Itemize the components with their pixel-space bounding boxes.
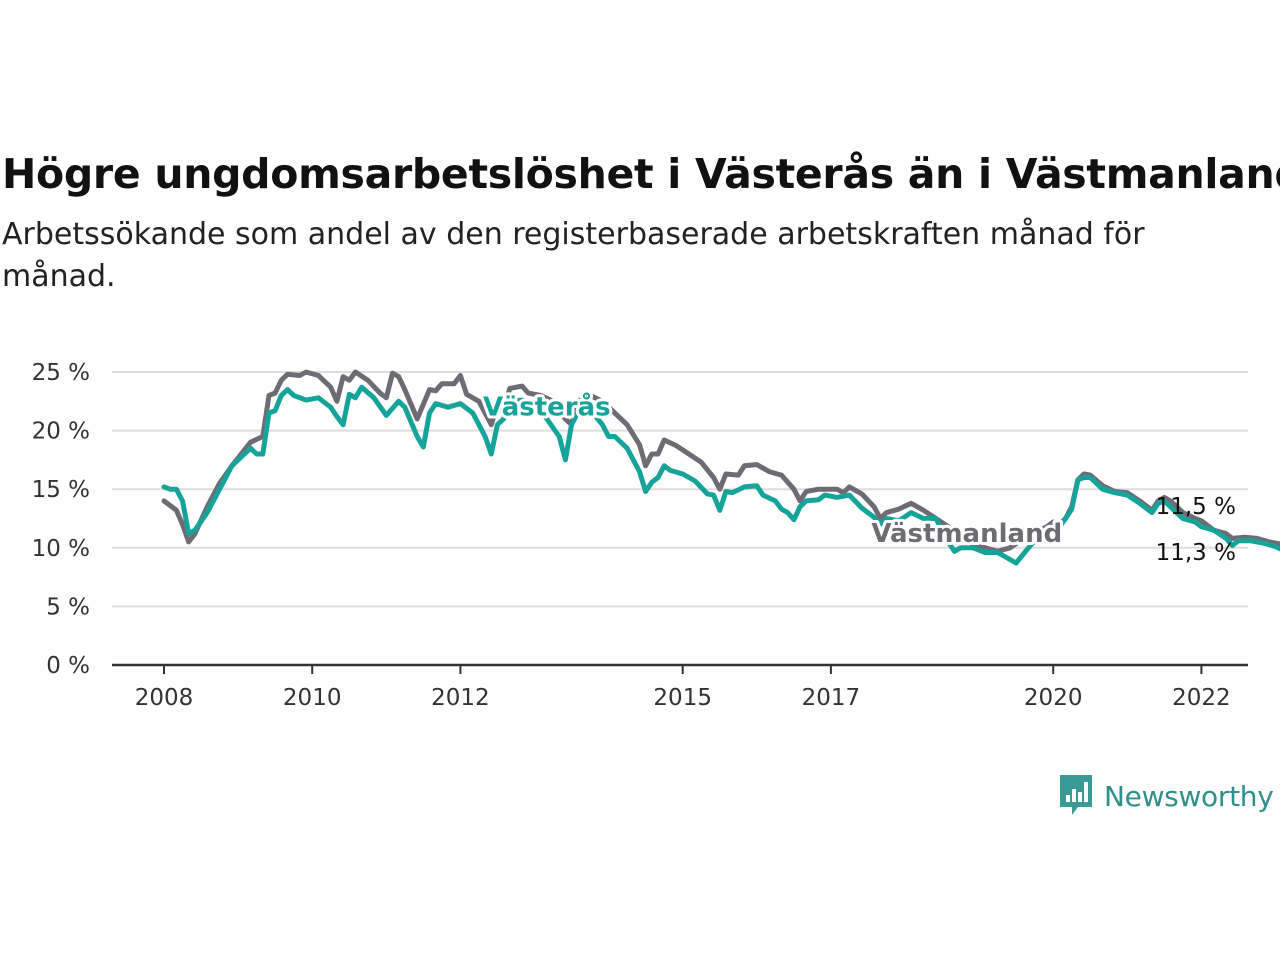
x-tick-label: 2015 [653, 685, 712, 711]
y-tick-label: 10 % [32, 536, 90, 562]
series-label-vastmanland: Västmanland [871, 519, 1062, 549]
y-tick-label: 0 % [46, 653, 90, 679]
series-label-vasteras: Västerås [483, 390, 611, 422]
x-tick-label: 2022 [1172, 685, 1231, 711]
chart-title: Högre ungdomsarbetslöshet i Västerås än … [2, 150, 1280, 198]
x-tick-label: 2008 [135, 685, 194, 711]
chart-subtitle: Arbetssökande som andel av den registerb… [2, 217, 1145, 294]
series-line-vastmanland [161, 369, 1280, 554]
series-layer [161, 369, 1280, 566]
y-tick-label: 15 % [32, 477, 90, 503]
label-layer: 11,5 % 11,3 % Västerås Västmanland [480, 387, 1236, 566]
newsworthy-brand: Newsworthy [1058, 773, 1274, 819]
y-tick-label: 20 % [32, 419, 90, 445]
newsworthy-logo-icon [1060, 775, 1092, 815]
x-tick-label: 2010 [283, 685, 342, 711]
end-label-vasteras: 11,5 % [1156, 494, 1236, 520]
grid-layer [112, 371, 1248, 667]
y-tick-label: 25 % [32, 360, 90, 386]
x-tick-label: 2017 [802, 685, 861, 711]
y-axis-ticks: 0 % 5 % 10 % 15 % 20 % 25 % [32, 360, 90, 679]
x-tick-label: 2020 [1024, 685, 1083, 711]
end-label-vastmanland: 11,3 % [1156, 540, 1236, 566]
x-tick-label: 2012 [431, 685, 490, 711]
y-tick-label: 5 % [46, 594, 90, 620]
series-line-vasteras [161, 384, 1280, 566]
x-axis-ticks: 20082010201220152017202020222024 [135, 665, 1231, 711]
brand-name: Newsworthy [1104, 779, 1274, 813]
line-chart: 0 % 5 % 10 % 15 % 20 % 25 % 2008 2010 2012 2015 2… [32, 360, 1280, 711]
